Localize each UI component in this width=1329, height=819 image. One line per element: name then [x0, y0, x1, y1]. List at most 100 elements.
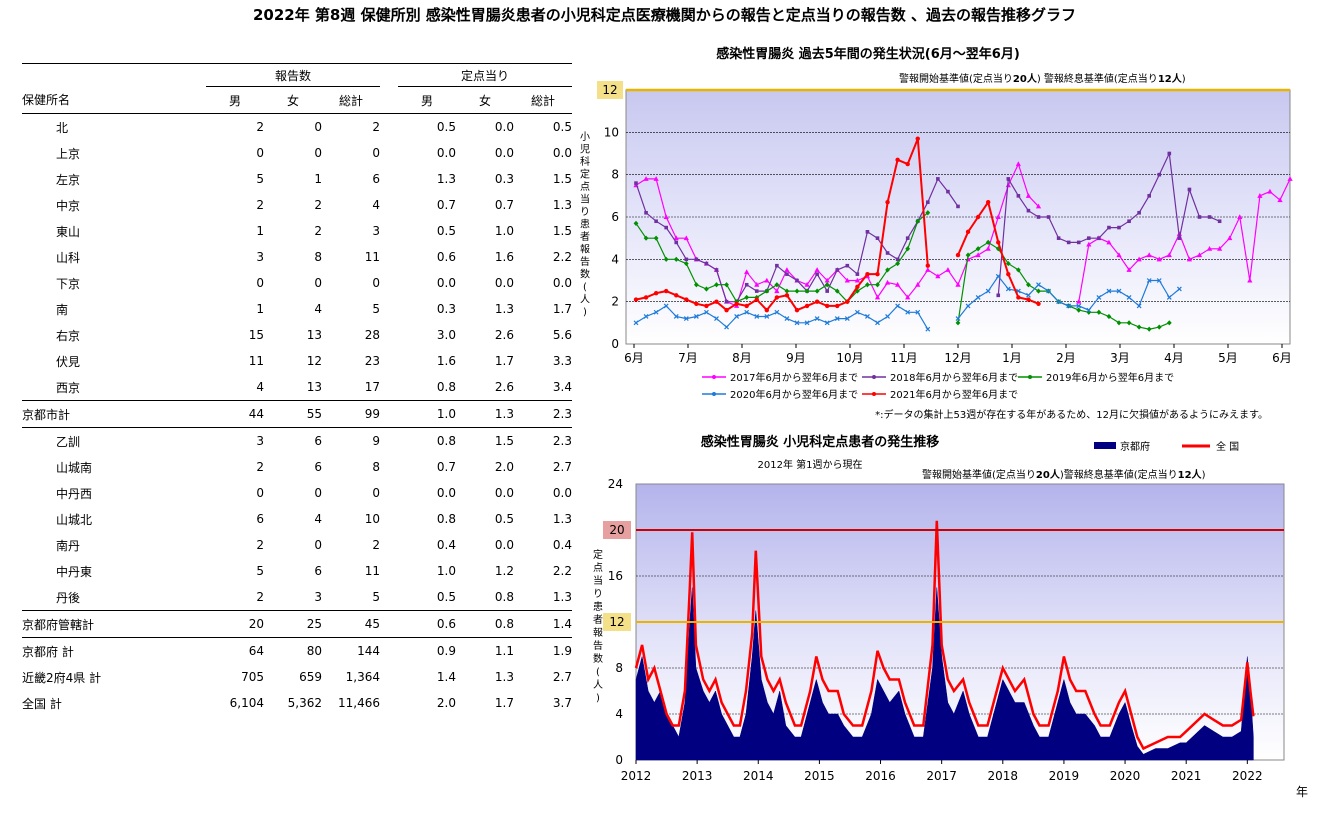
row-value: 2: [256, 120, 264, 134]
data-point: [663, 303, 669, 309]
row-value: 64: [206, 637, 264, 664]
row-value: 5: [256, 172, 264, 186]
row-value: 11,466: [338, 696, 380, 710]
data-point: [724, 282, 729, 288]
chart2-threshold-label: 警報開始基準値(定点当り20人)警報終息基準値(定点当り12人): [922, 468, 1206, 481]
row-value: 0: [314, 538, 322, 552]
data-point: [694, 301, 699, 306]
row-value: 6: [372, 172, 380, 186]
data-point: [744, 282, 749, 287]
data-point: [985, 199, 991, 205]
row-value: 6: [314, 564, 322, 578]
data-point: [1237, 214, 1243, 219]
row-value: 0.8: [494, 590, 514, 604]
row-value: 3.4: [552, 380, 572, 394]
table-row: 西京 4 13 17 0.8 2.6 3.4: [22, 374, 572, 401]
data-point: [1066, 240, 1071, 245]
table-row: 乙訓 3 6 9 0.8 1.5 2.3: [22, 427, 572, 454]
data-point: [1166, 252, 1172, 258]
data-point: [774, 288, 780, 294]
row-value: 0.0: [494, 276, 514, 290]
data-point: [754, 314, 760, 319]
data-point: [643, 176, 649, 181]
table-row: 伏見 11 12 23 1.6 1.7 3.3: [22, 348, 572, 374]
series-line: [635, 138, 1039, 312]
row-value: 2: [314, 198, 322, 212]
data-point: [764, 288, 770, 294]
table-row: 中京 2 2 4 0.7 0.7 1.3: [22, 192, 572, 218]
data-point: [844, 299, 850, 305]
data-point: [804, 288, 810, 294]
ylabel-char: 者: [593, 614, 603, 626]
row-value: 3: [314, 590, 322, 604]
legend-label: 2018年6月から翌年6月まで: [890, 371, 1018, 384]
data-point: [815, 272, 819, 276]
data-point: [744, 303, 749, 309]
data-point: [774, 295, 780, 300]
x-tick-label: 4月: [1164, 351, 1184, 365]
row-value: 0.0: [552, 146, 572, 160]
data-point: [975, 214, 981, 220]
row-name: 京都市計: [22, 400, 206, 428]
row-value: 1.3: [436, 172, 456, 186]
data-point: [1146, 278, 1152, 283]
data-point: [673, 314, 679, 319]
threshold-text: ): [1202, 470, 1206, 481]
row-name: 南丹: [56, 538, 81, 553]
row-value: 705: [241, 670, 264, 684]
row-value: 3.7: [552, 696, 572, 710]
data-point: [824, 282, 830, 288]
data-point: [704, 286, 709, 292]
row-value: 1.9: [514, 637, 572, 664]
data-point: [1146, 252, 1152, 258]
data-point: [754, 281, 760, 287]
data-point: [955, 320, 961, 326]
x-tick-label: 2月: [1056, 351, 1076, 365]
series-line: [635, 151, 1220, 303]
row-name: 山城南: [56, 460, 93, 475]
data-point: [1046, 288, 1051, 294]
row-value: 99: [322, 400, 380, 428]
row-value: 0.7: [436, 460, 456, 474]
data-point: [724, 324, 729, 330]
x-tick-label: 2021: [1171, 769, 1202, 783]
series-line: [634, 520, 1255, 751]
ylabel-char: (: [596, 667, 600, 678]
ylabel-char: 報: [593, 627, 603, 639]
ylabel-char: 告: [580, 255, 590, 268]
data-point: [1116, 252, 1122, 258]
row-value: 2.2: [552, 564, 572, 578]
row-value: 15: [248, 328, 264, 342]
data-point: [955, 281, 961, 287]
data-point: [653, 309, 659, 315]
row-value: 1.3: [456, 400, 514, 428]
threshold-text: 警報開始基準値(定点当り: [922, 468, 1036, 481]
data-point: [714, 316, 719, 322]
table-row: 丹後 2 3 5 0.5 0.8 1.3: [22, 584, 572, 611]
data-point: [1076, 298, 1082, 304]
row-value: 5: [372, 590, 380, 604]
row-value: 1.6: [436, 354, 456, 368]
row-name: 下京: [56, 276, 81, 291]
row-value: 0: [256, 486, 264, 500]
legend-swatch: [1094, 442, 1116, 449]
data-point: [1116, 320, 1122, 326]
table-row: 京都市計 44 55 99 1.0 1.3 2.3: [22, 400, 572, 428]
row-value: 0.0: [436, 276, 456, 290]
x-tick-label: 12月: [944, 351, 971, 365]
table-row: 京都府管轄計 20 25 45 0.6 0.8 1.4: [22, 610, 572, 638]
data-point: [885, 314, 890, 319]
data-point: [935, 273, 941, 279]
data-point: [1197, 215, 1202, 219]
row-value: 2: [314, 224, 322, 238]
x-tick-label: 9月: [786, 351, 806, 365]
data-point: [744, 309, 750, 315]
data-point: [693, 256, 699, 262]
row-value: 0.0: [494, 146, 514, 160]
x-tick-label: 6月: [624, 351, 644, 365]
legend-marker: [1028, 375, 1032, 379]
row-value: 3.3: [552, 354, 572, 368]
alarm-end-label: 12: [609, 615, 624, 629]
row-value: 1.3: [494, 302, 514, 316]
data-point: [1156, 278, 1162, 283]
